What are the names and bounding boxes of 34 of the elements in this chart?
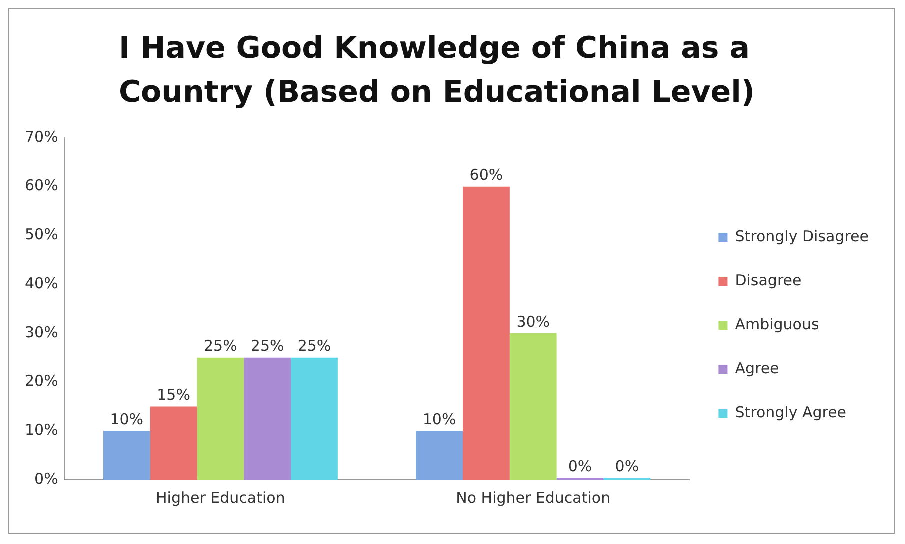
x-tick-label: No Higher Education [456, 488, 611, 507]
legend-label: Strongly Disagree [735, 227, 870, 246]
y-tick-label: 60% [24, 176, 58, 195]
x-tick-label: Higher Education [156, 488, 286, 507]
bar [150, 406, 198, 480]
bar [510, 333, 557, 480]
data-label: 10% [110, 410, 144, 429]
data-label: 15% [157, 386, 190, 404]
data-label: 60% [470, 166, 504, 184]
bar [416, 431, 464, 480]
y-tick-label: 20% [24, 372, 58, 390]
legend-label: Disagree [735, 271, 802, 290]
legend-label: Strongly Agree [735, 403, 847, 422]
bar [463, 186, 510, 480]
bar [103, 431, 150, 480]
y-tick-label: 10% [24, 421, 58, 440]
legend-label: Agree [735, 359, 780, 378]
bar [244, 358, 292, 480]
data-label: 25% [298, 337, 332, 356]
chart-title: I Have Good Knowledge of China as a Country (Based on Educational Level) [119, 30, 756, 112]
data-label: 30% [516, 312, 550, 331]
data-label: 25% [250, 337, 284, 356]
data-label: 0% [615, 457, 640, 476]
legend-label: Ambiguous [735, 315, 820, 334]
y-tick-label: 30% [24, 323, 58, 342]
data-label: 10% [422, 410, 456, 429]
bar [197, 358, 244, 480]
bar [291, 358, 338, 480]
y-tick-label: 40% [24, 274, 58, 292]
data-label: 0% [568, 457, 592, 476]
y-tick-label: 50% [24, 226, 58, 244]
data-label: 25% [204, 337, 238, 356]
y-tick-label: 70% [24, 128, 58, 146]
y-tick-label: 0% [34, 470, 58, 488]
